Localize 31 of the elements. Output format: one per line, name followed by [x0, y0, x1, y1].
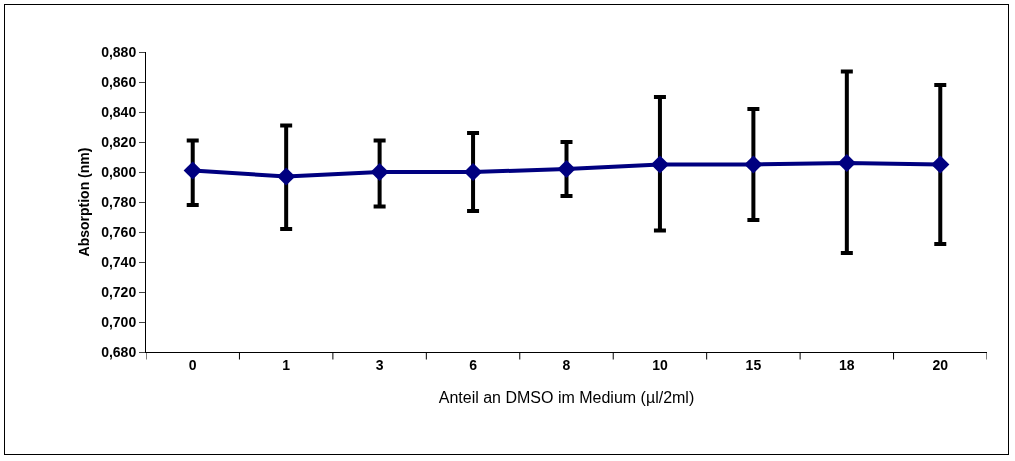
y-tick-label: 0,740 — [101, 253, 137, 270]
point — [183, 161, 202, 180]
point — [744, 155, 763, 174]
point — [463, 162, 483, 182]
x-tick-label: 0 — [188, 356, 197, 373]
x-tick-label: 15 — [745, 356, 762, 373]
point — [557, 159, 576, 179]
y-tick-label: 0,680 — [101, 343, 137, 360]
y-tick-label: 0,800 — [101, 163, 137, 180]
y-tick-label: 0,780 — [101, 193, 137, 210]
point — [837, 153, 856, 173]
x-tick-label: 8 — [562, 356, 571, 373]
x-tick-label: 3 — [375, 356, 384, 373]
y-tick-label: 0,820 — [101, 133, 137, 150]
x-tick-label: 6 — [469, 356, 478, 373]
x-tick-label: 10 — [652, 356, 668, 373]
point — [277, 167, 296, 186]
y-tick-label: 0,720 — [101, 283, 137, 300]
x-tick-label: 20 — [932, 356, 949, 373]
point — [931, 155, 950, 174]
y-axis-title: Absorption (nm) — [75, 147, 92, 257]
y-tick-label: 0,760 — [101, 223, 137, 240]
point — [370, 162, 389, 182]
y-tick-label: 0,880 — [101, 43, 137, 60]
point — [650, 155, 670, 174]
y-tick-label: 0,700 — [101, 313, 137, 330]
x-tick-label: 18 — [839, 356, 855, 373]
y-tick-label: 0,840 — [101, 103, 137, 120]
x-axis-title: Anteil an DMSO im Medium (µl/2ml) — [438, 389, 695, 407]
x-tick-label: 1 — [282, 356, 291, 373]
y-tick-label: 0,860 — [101, 73, 137, 90]
